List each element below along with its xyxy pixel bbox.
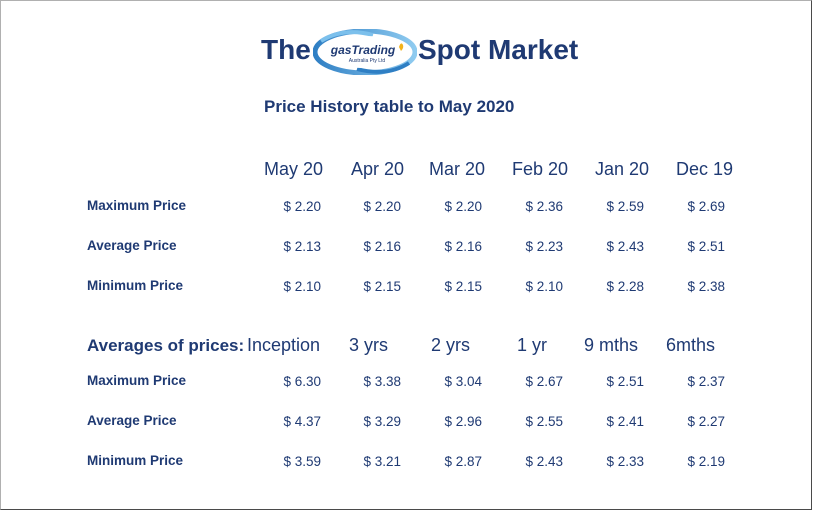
row-label-minimum: Minimum Price — [87, 278, 184, 293]
table-cell: $ 2.10 — [525, 279, 563, 294]
table-cell: $ 2.38 — [687, 279, 725, 294]
table-cell: $ 2.51 — [687, 239, 725, 254]
title-left: The — [261, 34, 311, 65]
table-cell: $ 2.96 — [444, 414, 482, 429]
table-cell: $ 3.38 — [363, 374, 401, 389]
table-cell: $ 2.16 — [363, 239, 401, 254]
table-cell: $ 2.20 — [363, 199, 401, 214]
table-cell: $ 4.37 — [283, 414, 321, 429]
row-label-maximum: Maximum Price — [87, 373, 187, 388]
row-label-average: Average Price — [87, 238, 177, 253]
table-cell: $ 2.19 — [687, 454, 725, 469]
table-cell: $ 2.43 — [606, 239, 644, 254]
table-cell: $ 2.51 — [606, 374, 644, 389]
col-header-feb20: Feb 20 — [512, 159, 569, 179]
table-cell: $ 2.87 — [444, 454, 482, 469]
table-cell: $ 3.59 — [283, 454, 321, 469]
col-header-apr20: Apr 20 — [351, 159, 405, 179]
table-cell: $ 2.36 — [525, 199, 563, 214]
table-cell: $ 2.41 — [606, 414, 644, 429]
table-cell: $ 3.21 — [363, 454, 401, 469]
table-cell: $ 2.28 — [606, 279, 644, 294]
table-cell: $ 2.43 — [525, 454, 563, 469]
col-header-3yrs: 3 yrs — [349, 335, 389, 355]
table-cell: $ 2.15 — [363, 279, 401, 294]
col-header-mar20: Mar 20 — [429, 159, 486, 179]
col-header-1yr: 1 yr — [517, 335, 548, 355]
table-cell: $ 2.59 — [606, 199, 644, 214]
table-cell: $ 2.10 — [283, 279, 321, 294]
table-cell: $ 2.69 — [687, 199, 725, 214]
col-header-2yrs: 2 yrs — [431, 335, 471, 355]
col-header-9mths: 9 mths — [584, 335, 639, 355]
averages-label: Averages of prices: — [87, 336, 245, 355]
row-label-average: Average Price — [87, 413, 177, 428]
logo-text: gasTrading — [330, 43, 396, 57]
page-subtitle: Price History table to May 2020 — [264, 97, 515, 116]
table-cell: $ 2.67 — [525, 374, 563, 389]
table-cell: $ 2.16 — [444, 239, 482, 254]
col-header-dec19: Dec 19 — [676, 159, 734, 179]
table-cell: $ 2.27 — [687, 414, 725, 429]
gastrading-logo: gasTrading Australia Pty Ltd — [313, 29, 417, 75]
table-cell: $ 2.37 — [687, 374, 725, 389]
table-cell: $ 2.20 — [444, 199, 482, 214]
table-cell: $ 2.33 — [606, 454, 644, 469]
table-cell: $ 2.15 — [444, 279, 482, 294]
table-cell: $ 2.13 — [283, 239, 321, 254]
logo-subtext: Australia Pty Ltd — [349, 58, 386, 64]
table-cell: $ 3.04 — [444, 374, 482, 389]
table-cell: $ 6.30 — [283, 374, 321, 389]
title-right: Spot Market — [418, 34, 579, 65]
col-header-6mths: 6mths — [666, 335, 716, 355]
table-cell: $ 2.23 — [525, 239, 563, 254]
table-cell: $ 2.55 — [525, 414, 563, 429]
row-label-minimum: Minimum Price — [87, 453, 184, 468]
table-cell: $ 3.29 — [363, 414, 401, 429]
table-cell: $ 2.20 — [283, 199, 321, 214]
col-header-inception: Inception — [247, 335, 321, 355]
col-header-may20: May 20 — [264, 159, 324, 179]
col-header-jan20: Jan 20 — [595, 159, 650, 179]
row-label-maximum: Maximum Price — [87, 198, 187, 213]
